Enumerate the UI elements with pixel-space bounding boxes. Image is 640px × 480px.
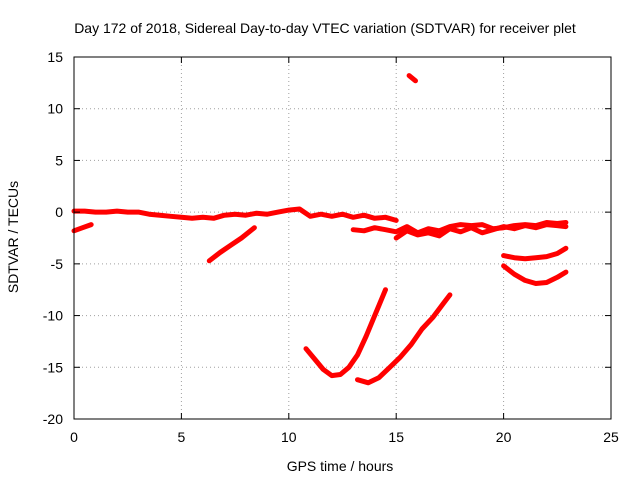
series-arc-3 [206, 225, 257, 264]
series-arc-5 [393, 222, 569, 241]
plot-frame [73, 56, 612, 420]
series-arc-1 [71, 206, 399, 223]
y-tick-label: -15 [43, 359, 63, 375]
chart-title: Day 172 of 2018, Sidereal Day-to-day VTE… [74, 20, 576, 36]
x-tick-label: 20 [496, 429, 512, 445]
y-tick-label: 15 [47, 49, 63, 65]
series-layer [71, 73, 569, 386]
y-axis-label: SDTVAR / TECUs [5, 181, 21, 293]
series-arc-2 [71, 222, 94, 234]
y-tick-label: -20 [43, 411, 63, 427]
y-tick-label: 0 [55, 204, 63, 220]
y-tick-label: 5 [55, 152, 63, 168]
x-axis-label: GPS time / hours [287, 458, 394, 474]
y-tick-label: -10 [43, 308, 63, 324]
series-arc-6 [303, 287, 388, 379]
x-tick-label: 5 [178, 429, 186, 445]
y-tick-label: -5 [51, 256, 64, 272]
x-tick-label: 15 [388, 429, 404, 445]
series-arc-9 [501, 245, 569, 262]
tick-layer: 0 5 10 15 20 25 -20 -15 -10 -5 0 5 10 15 [43, 49, 619, 445]
grid-layer [74, 57, 611, 419]
series-arc-7 [355, 292, 453, 386]
x-tick-label: 10 [281, 429, 297, 445]
y-tick-label: 10 [47, 101, 63, 117]
x-tick-label: 0 [70, 429, 78, 445]
x-tick-label: 25 [603, 429, 619, 445]
series-arc-10 [501, 263, 569, 286]
series-arc-8 [406, 73, 418, 84]
